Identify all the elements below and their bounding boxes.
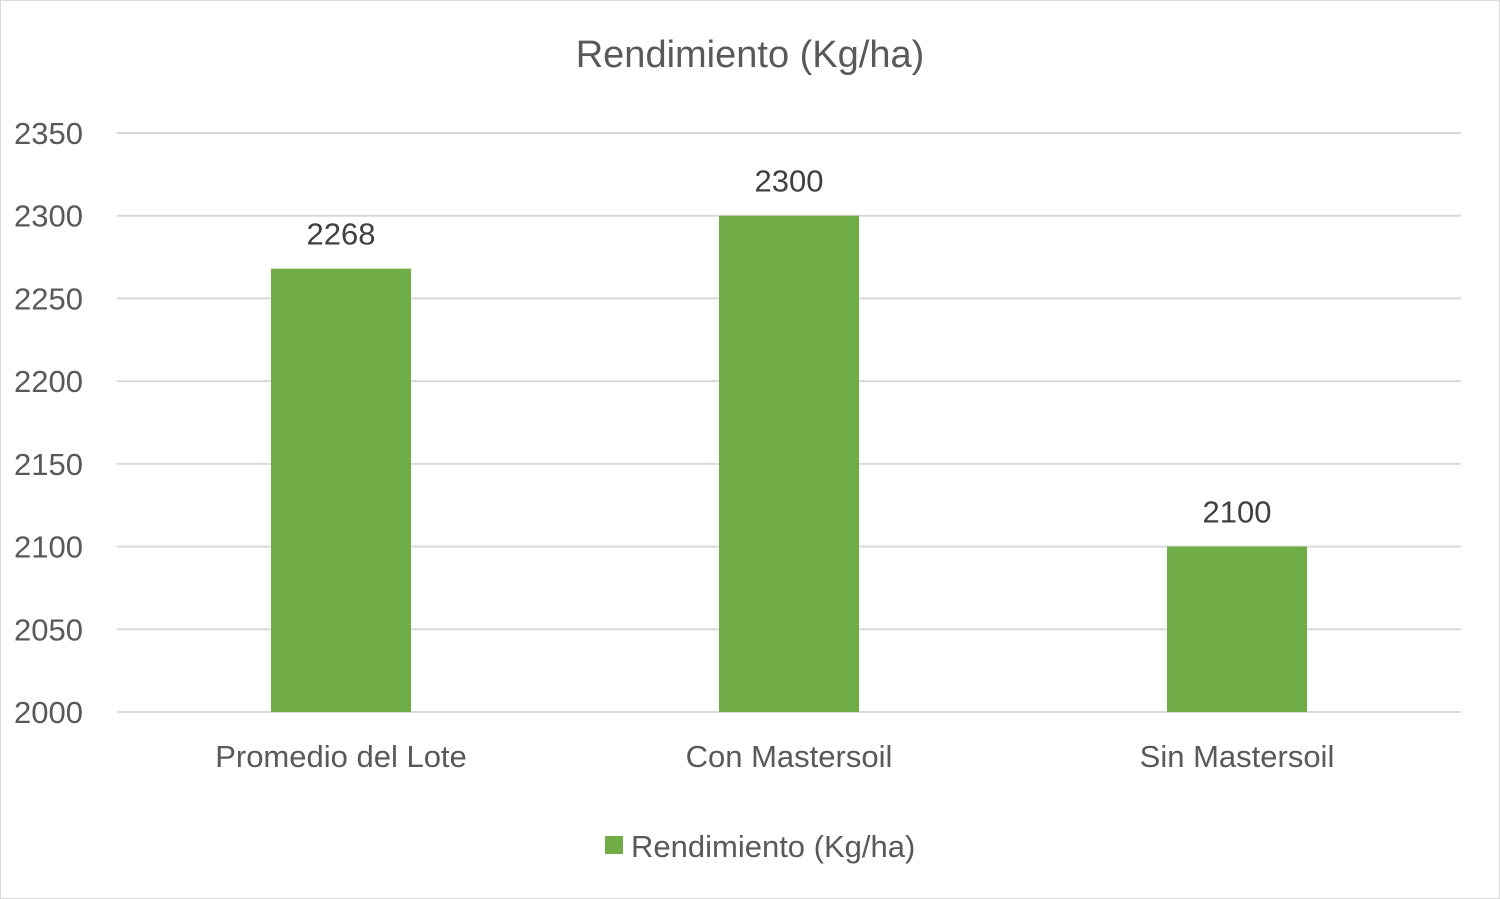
chart-title: Rendimiento (Kg/ha) (576, 34, 925, 76)
x-tick-label: Con Mastersoil (686, 739, 893, 774)
bars (271, 215, 1307, 712)
legend-swatch (605, 836, 623, 854)
y-tick-label: 2350 (14, 116, 83, 151)
y-axis-tick-labels: 2000 2050 2100 2150 2200 2250 2300 2350 (14, 116, 83, 730)
data-label: 2100 (1203, 495, 1272, 530)
x-tick-label: Promedio del Lote (215, 739, 467, 774)
legend: Rendimiento (Kg/ha) (605, 829, 915, 864)
bar (271, 268, 411, 712)
y-tick-label: 2000 (14, 695, 83, 730)
y-tick-label: 2200 (14, 364, 83, 399)
bar (719, 215, 859, 712)
y-tick-label: 2300 (14, 199, 83, 234)
legend-label: Rendimiento (Kg/ha) (631, 829, 915, 864)
bar (1167, 546, 1307, 712)
x-tick-label: Sin Mastersoil (1140, 739, 1335, 774)
data-label: 2268 (307, 217, 376, 252)
data-label: 2300 (755, 164, 824, 199)
y-tick-label: 2250 (14, 281, 83, 316)
y-tick-label: 2100 (14, 530, 83, 565)
x-axis-tick-labels: Promedio del Lote Con Mastersoil Sin Maste… (215, 739, 1334, 774)
data-labels: 2268 2300 2100 (307, 164, 1272, 530)
y-tick-label: 2050 (14, 612, 83, 647)
y-tick-label: 2150 (14, 447, 83, 482)
